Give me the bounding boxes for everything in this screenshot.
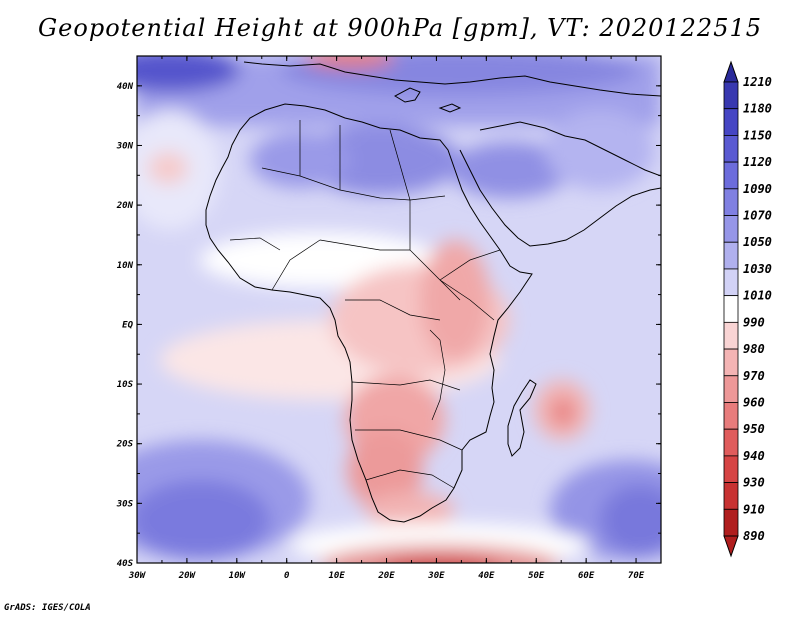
lon-label: 40E [478,571,495,581]
height-field [137,56,661,563]
lat-label: 40S [117,559,134,569]
grads-credit: GrADS: IGES/COLA [4,603,91,613]
colorbar-swatch [723,215,739,243]
colorbar-label: 1180 [743,102,772,116]
lon-label: 0 [284,571,290,581]
lat-label: 40N [117,82,134,92]
colorbar-swatch [723,135,739,163]
colorbar: 1210 1180 1150 1120 1090 1070 1050 1030 1010 990 9… [723,60,772,558]
colorbar-label: 890 [743,529,765,543]
colorbar-label: 1150 [743,128,772,142]
colorbar-swatch [723,428,739,457]
colorbar-swatch [723,402,739,430]
colorbar-label: 1010 [743,289,772,303]
colorbar-swatch [723,188,739,216]
colorbar-swatch [723,108,739,136]
colorbar-label: 1210 [743,75,772,89]
colorbar-top-arrow [723,60,739,83]
colorbar-label: 1030 [743,262,772,276]
colorbar-label: 930 [743,476,765,490]
colorbar-swatch [723,321,739,350]
lat-label: EQ [122,320,133,330]
lat-label: 10N [117,261,134,271]
plot-frame [136,55,662,564]
lon-label: 50E [528,571,545,581]
colorbar-label: 940 [743,449,765,463]
lon-label: 10E [328,571,345,581]
colorbar-swatch [723,81,739,110]
lat-label: 10S [117,380,134,390]
colorbar-label: 970 [743,369,765,383]
colorbar-swatch [723,482,739,510]
colorbar-label: 1050 [743,235,772,249]
colorbar-swatch [723,508,739,537]
colorbar-label: 910 [743,502,765,516]
colorbar-swatch [723,241,739,270]
colorbar-swatch [723,375,739,403]
colorbar-swatch [723,295,739,323]
lon-label: 30W [128,571,147,581]
lat-label: 30S [116,499,134,509]
lon-label: 60E [578,571,595,581]
colorbar-swatch [723,348,739,377]
colorbar-label: 990 [743,315,765,329]
map-title: Geopotential Height at 900hPa [gpm], VT:… [38,14,762,42]
lon-label: 20E [377,571,395,581]
lon-label: 20W [178,571,197,581]
colorbar-label: 1070 [743,209,772,223]
country-borders [229,120,501,489]
lat-label: 30N [116,141,134,151]
colorbar-label: 1120 [743,155,772,169]
colorbar-bottom-arrow [723,535,739,558]
lon-label: 30E [427,571,445,581]
colorbar-swatch [723,455,739,483]
lat-label: 20S [116,440,134,450]
colorbar-label: 1090 [743,182,772,196]
lon-label: 10W [229,571,247,581]
lon-label: 70E [628,571,645,581]
colorbar-label: 960 [743,395,765,409]
colorbar-label: 980 [743,342,765,356]
colorbar-swatch [723,268,739,297]
colorbar-swatch [723,161,739,190]
lat-label: 20N [116,201,134,211]
colorbar-label: 950 [743,422,765,436]
